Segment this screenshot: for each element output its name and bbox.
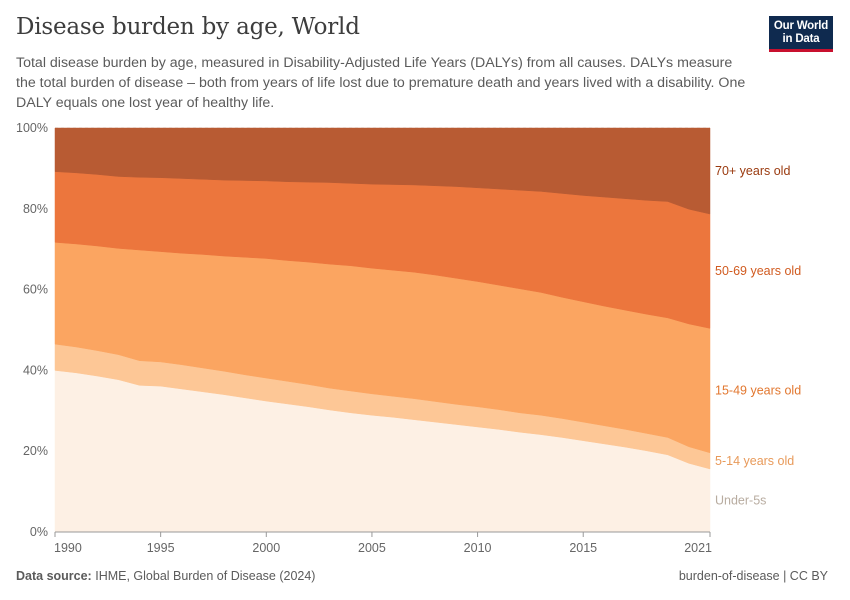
footer-license[interactable]: burden-of-disease | CC BY bbox=[678, 569, 828, 583]
data-source-text[interactable]: IHME, Global Burden of Disease (2024) bbox=[95, 569, 316, 583]
x-tick-label: 2010 bbox=[464, 541, 492, 555]
area-70-years-old[interactable] bbox=[54, 127, 711, 215]
series-label-70-years-old[interactable]: 70+ years old bbox=[715, 164, 790, 178]
chart-axes: 0% 20% 40% 60% 80% 100% 1990 1995 2000 2005 2010 20… bbox=[16, 121, 712, 555]
series-labels: Under-5s 5-14 years old 15-49 years old 50-… bbox=[715, 164, 801, 507]
x-tick-label: 2021 bbox=[684, 541, 712, 555]
y-tick-label: 60% bbox=[23, 283, 48, 297]
logo-line-1: Our World bbox=[773, 20, 829, 32]
y-tick-label: 80% bbox=[23, 202, 48, 216]
series-label-5-14-years-old[interactable]: 5-14 years old bbox=[715, 454, 794, 468]
chart-title: Disease burden by age, World bbox=[16, 14, 360, 40]
owid-logo[interactable]: Our World in Data bbox=[769, 16, 833, 52]
data-source-label: Data source: bbox=[16, 569, 92, 583]
x-tick-label: 2000 bbox=[252, 541, 280, 555]
y-tick-label: 100% bbox=[16, 121, 48, 135]
y-tick-label: 20% bbox=[23, 444, 48, 458]
x-tick-label: 2015 bbox=[569, 541, 597, 555]
series-label-15-49-years-old[interactable]: 15-49 years old bbox=[715, 384, 801, 398]
stacked-area-chart[interactable]: 0% 20% 40% 60% 80% 100% 1990 1995 2000 2005 2010 20… bbox=[0, 0, 850, 560]
series-label-under-5s[interactable]: Under-5s bbox=[715, 493, 766, 507]
y-tick-label: 0% bbox=[30, 525, 48, 539]
y-tick-label: 40% bbox=[23, 363, 48, 377]
x-tick-label: 2005 bbox=[358, 541, 386, 555]
series-label-50-69-years-old[interactable]: 50-69 years old bbox=[715, 264, 801, 278]
x-tick-label: 1995 bbox=[147, 541, 175, 555]
logo-line-2: in Data bbox=[782, 33, 820, 45]
x-tick-label: 1990 bbox=[54, 541, 82, 555]
data-source: Data source: IHME, Global Burden of Dise… bbox=[16, 569, 315, 583]
chart-areas bbox=[54, 127, 711, 533]
chart-subtitle: Total disease burden by age, measured in… bbox=[16, 55, 746, 111]
